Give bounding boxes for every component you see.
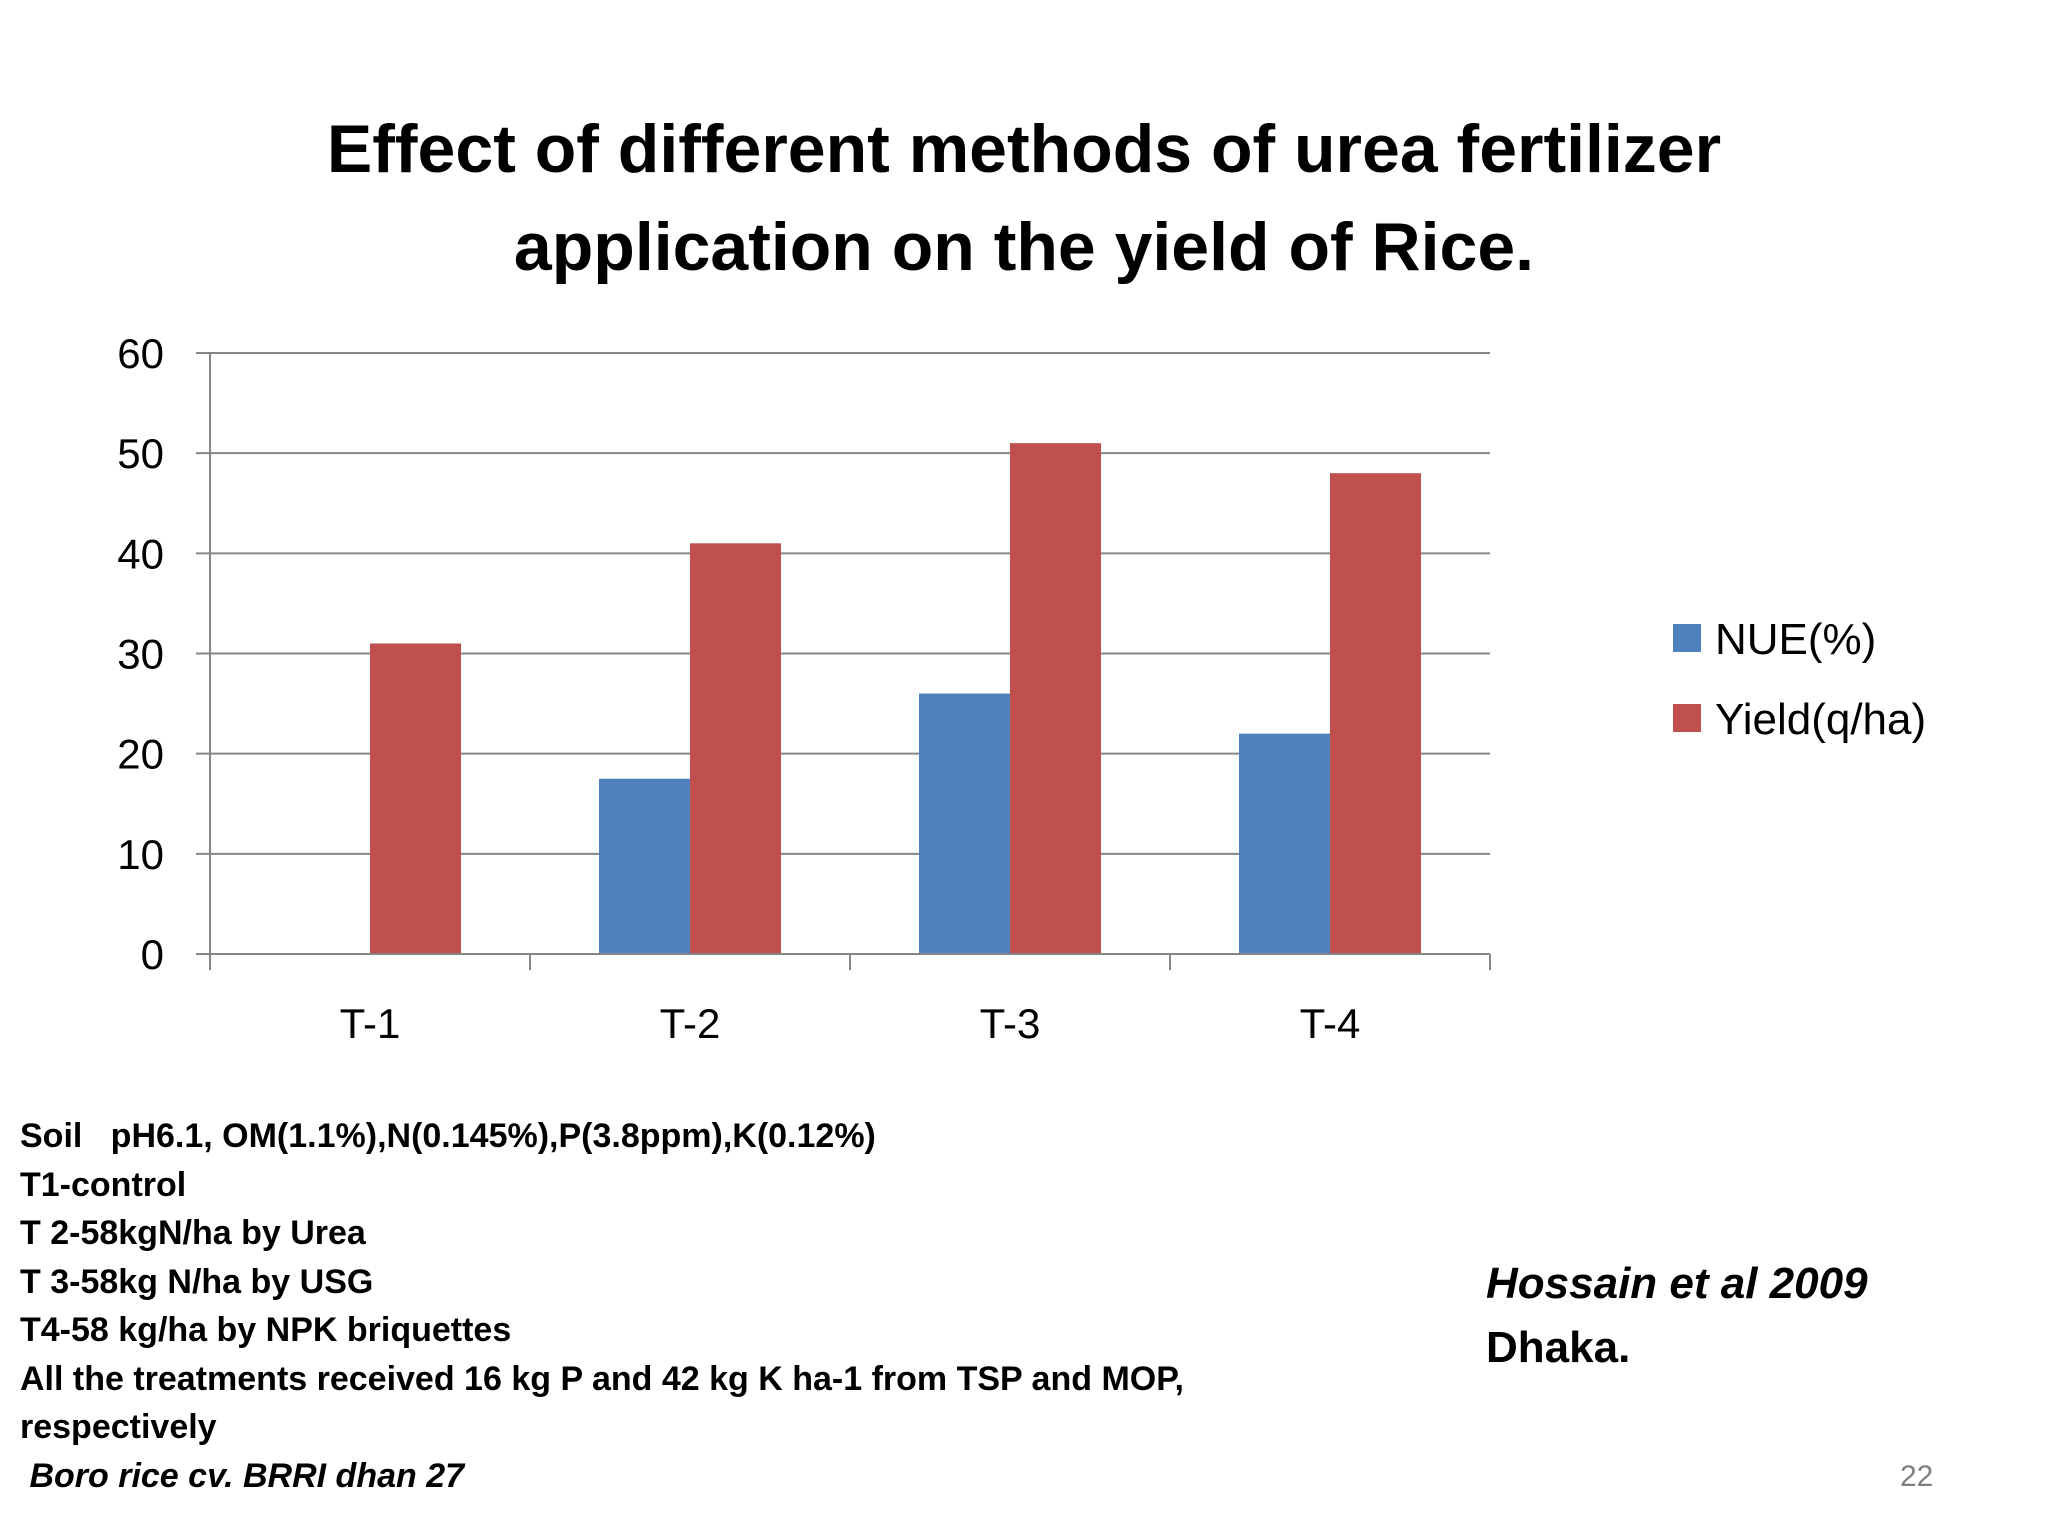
bar-NUE(%)-T-4 bbox=[1239, 733, 1330, 954]
y-tick-label: 10 bbox=[117, 831, 164, 878]
bar-Yield(q/ha)-T-4 bbox=[1330, 473, 1421, 954]
x-tick-label-T-2: T-2 bbox=[660, 1000, 721, 1047]
note-variety: Boro rice cv. BRRI dhan 27 bbox=[20, 1456, 465, 1495]
y-tick-label: 0 bbox=[141, 931, 164, 978]
study-notes: Soil pH6.1, OM(1.1%),N(0.145%),P(3.8ppm)… bbox=[20, 1112, 1340, 1500]
legend-swatch-NUE(%) bbox=[1673, 624, 1701, 652]
y-tick-label: 60 bbox=[117, 330, 164, 377]
title-line-2: application on the yield of Rice. bbox=[513, 209, 1535, 285]
note-t3: T 3-58kg N/ha by USG bbox=[20, 1262, 374, 1301]
legend-swatch-Yield(q/ha) bbox=[1673, 704, 1701, 732]
citation-place: Dhaka. bbox=[1486, 1323, 1631, 1372]
y-tick-label: 50 bbox=[117, 430, 164, 477]
x-tick-label-T-3: T-3 bbox=[980, 1000, 1041, 1047]
legend: NUE(%) Yield(q/ha) bbox=[1673, 615, 1926, 744]
tick-labels: 0 10 20 30 40 50 60 T-1 T-2 T-3 T-4 bbox=[117, 330, 1360, 1047]
slide-title: Effect of different methods of urea fert… bbox=[0, 100, 2048, 296]
note-t4: T4-58 kg/ha by NPK briquettes bbox=[20, 1311, 512, 1349]
y-tick-label: 30 bbox=[117, 631, 164, 678]
bar-NUE(%)-T-2 bbox=[599, 778, 690, 954]
y-tick-label: 40 bbox=[117, 530, 164, 577]
bar-NUE(%)-T-3 bbox=[919, 693, 1010, 954]
x-tick-label-T-4: T-4 bbox=[1300, 1000, 1361, 1047]
bars bbox=[370, 443, 1421, 954]
page-number: 22 bbox=[1900, 1460, 1934, 1493]
x-tick-label-T-1: T-1 bbox=[340, 1000, 401, 1047]
note-soil: Soil pH6.1, OM(1.1%),N(0.145%),P(3.8ppm)… bbox=[20, 1117, 876, 1155]
citation: Hossain et al 2009 Dhaka. bbox=[1486, 1252, 1868, 1380]
legend-label-Yield(q/ha): Yield(q/ha) bbox=[1715, 695, 1926, 744]
bar-chart: 0 10 20 30 40 50 60 T-1 T-2 T-3 T-4 NUE(%) Yield(q/… bbox=[117, 330, 1926, 1047]
title-line-1: Effect of different methods of urea fert… bbox=[326, 111, 1722, 187]
bar-Yield(q/ha)-T-3 bbox=[1010, 443, 1101, 954]
legend-label-NUE(%): NUE(%) bbox=[1715, 615, 1876, 664]
note-t2: T 2-58kgN/ha by Urea bbox=[20, 1214, 366, 1252]
axes bbox=[196, 353, 1491, 970]
bar-Yield(q/ha)-T-1 bbox=[370, 643, 461, 954]
note-t1: T1-control bbox=[20, 1165, 187, 1204]
y-tick-label: 20 bbox=[117, 731, 164, 778]
note-respectively: respectively bbox=[20, 1408, 217, 1446]
citation-author: Hossain et al 2009 bbox=[1486, 1259, 1868, 1308]
bar-Yield(q/ha)-T-2 bbox=[690, 543, 781, 954]
note-treatments: All the treatments received 16 kg P and … bbox=[20, 1359, 1184, 1398]
